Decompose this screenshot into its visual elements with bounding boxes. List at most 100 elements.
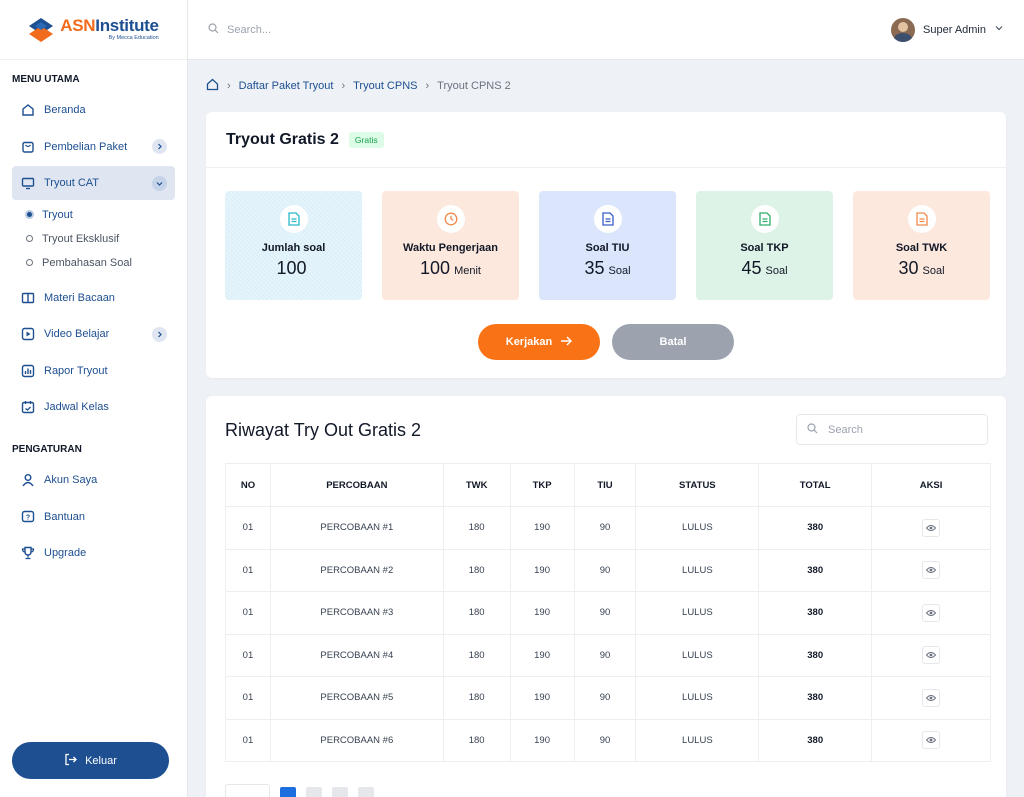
stat-value: 100	[420, 258, 451, 278]
chevron-down-icon[interactable]	[152, 175, 167, 191]
logout-button[interactable]: Keluar	[12, 742, 169, 779]
subitem-tryout-eksklusif[interactable]: Tryout Eksklusif	[12, 227, 175, 251]
cell-no: 01	[225, 718, 271, 762]
help-icon: ?	[20, 509, 36, 525]
stat-unit: Soal	[765, 265, 788, 277]
view-eye-icon[interactable]	[922, 518, 941, 537]
sidebar-item-pembelian-paket[interactable]: Pembelian Paket	[12, 130, 175, 164]
cell-no: 01	[225, 676, 271, 720]
brand-logo-area[interactable]: ASNInstitute By Mecca Education	[0, 0, 187, 60]
cell-tiu: 90	[573, 591, 637, 635]
cell-total: 380	[758, 506, 873, 550]
stat-label: Soal TWK	[895, 242, 948, 254]
asn-logo-icon	[28, 17, 54, 43]
cancel-button[interactable]: Batal	[612, 324, 734, 360]
document-icon	[750, 205, 779, 233]
top-header: Search... Super Admin	[188, 0, 1024, 60]
stat-card-soal-tkp: Soal TKP 45 Soal	[696, 191, 833, 300]
start-tryout-button[interactable]: Kerjakan	[478, 324, 600, 360]
cell-action	[871, 548, 991, 592]
user-menu[interactable]: Super Admin	[891, 17, 1004, 42]
logout-label: Keluar	[85, 754, 117, 767]
subitem-label: Tryout	[42, 208, 73, 221]
cell-attempt: PERCOBAAN #6	[269, 718, 444, 762]
table-row: 01 PERCOBAAN #5 180 190 90 LULUS 380	[225, 676, 991, 720]
sidebar-item-upgrade[interactable]: Upgrade	[12, 536, 175, 570]
column-header: TKP	[509, 463, 575, 507]
cell-tkp: 190	[509, 591, 575, 635]
cell-attempt: PERCOBAAN #1	[269, 506, 444, 550]
breadcrumb-link[interactable]: Daftar Paket Tryout	[238, 80, 334, 92]
cell-status: LULUS	[635, 591, 760, 635]
sidebar-item-beranda[interactable]: Beranda	[12, 93, 175, 127]
header-search-placeholder: Search...	[227, 23, 272, 36]
sidebar-item-akun-saya[interactable]: Akun Saya	[12, 463, 175, 497]
brand-tagline: By Mecca Education	[108, 35, 159, 42]
breadcrumb: › Daftar Paket Tryout › Tryout CPNS › Tr…	[206, 78, 511, 94]
view-eye-icon[interactable]	[922, 561, 941, 580]
subitem-pembahasan-soal[interactable]: Pembahasan Soal	[12, 251, 175, 275]
sidebar-item-tryout-cat[interactable]: Tryout CAT	[12, 166, 175, 200]
cancel-label: Batal	[659, 336, 687, 348]
brand-name: ASNInstitute	[60, 16, 159, 36]
chevron-right-icon[interactable]	[152, 326, 167, 342]
column-header: NO	[225, 463, 271, 507]
sidebar-item-rapor-tryout[interactable]: Rapor Tryout	[12, 354, 175, 388]
page-button[interactable]	[306, 787, 322, 797]
breadcrumb-current: Tryout CPNS 2	[437, 80, 511, 92]
page-button[interactable]	[332, 787, 348, 797]
table-row: 01 PERCOBAAN #4 180 190 90 LULUS 380	[225, 633, 991, 677]
page-button[interactable]	[280, 787, 296, 797]
view-eye-icon[interactable]	[922, 646, 941, 665]
cell-attempt: PERCOBAAN #5	[269, 676, 444, 720]
stat-value: 45	[741, 258, 762, 278]
sidebar-item-label: Video Belajar	[44, 328, 110, 340]
stat-value: 100	[276, 258, 307, 278]
stat-card-soal-twk: Soal TWK 30 Soal	[853, 191, 990, 300]
radio-dot-icon	[26, 235, 33, 242]
logout-icon	[64, 753, 78, 769]
subitem-label: Tryout Eksklusif	[42, 232, 120, 245]
play-icon	[20, 326, 36, 342]
subitem-tryout[interactable]: Tryout	[12, 203, 175, 227]
history-search-input[interactable]: Search	[796, 414, 988, 445]
cell-total: 380	[758, 591, 873, 635]
pagination	[225, 784, 374, 797]
cell-status: LULUS	[635, 718, 760, 762]
cell-status: LULUS	[635, 633, 760, 677]
cell-tiu: 90	[573, 548, 637, 592]
history-table: NO PERCOBAAN TWK TKP TIU STATUS TOTAL AK…	[225, 463, 991, 762]
home-icon[interactable]	[206, 78, 219, 94]
cell-tkp: 190	[509, 548, 575, 592]
sidebar-item-label: Rapor Tryout	[44, 364, 108, 377]
view-eye-icon[interactable]	[922, 688, 941, 707]
svg-text:?: ?	[26, 514, 30, 521]
cell-tiu: 90	[573, 718, 637, 762]
cell-twk: 180	[442, 506, 511, 550]
cell-action	[871, 676, 991, 720]
page-size-select[interactable]	[225, 784, 270, 797]
sidebar-item-video-belajar[interactable]: Video Belajar	[12, 317, 175, 351]
column-header: AKSI	[871, 463, 991, 507]
subitem-label: Pembahasan Soal	[42, 256, 132, 269]
sidebar-item-label: Jadwal Kelas	[44, 401, 109, 413]
page-button[interactable]	[358, 787, 374, 797]
cell-action	[871, 591, 991, 635]
stat-unit: Soal	[922, 265, 945, 277]
column-header: TOTAL	[758, 463, 873, 507]
sidebar-item-bantuan[interactable]: ? Bantuan	[12, 500, 175, 534]
sidebar-item-jadwal-kelas[interactable]: Jadwal Kelas	[12, 390, 175, 424]
radio-dot-icon	[26, 259, 33, 266]
table-row: 01 PERCOBAAN #3 180 190 90 LULUS 380	[225, 591, 991, 635]
breadcrumb-link[interactable]: Tryout CPNS	[353, 80, 418, 92]
cell-status: LULUS	[635, 506, 760, 550]
view-eye-icon[interactable]	[922, 731, 941, 750]
view-eye-icon[interactable]	[922, 603, 941, 622]
header-search[interactable]: Search...	[208, 22, 508, 37]
sidebar-item-materi-bacaan[interactable]: Materi Bacaan	[12, 281, 175, 315]
document-icon	[279, 205, 308, 233]
table-row: 01 PERCOBAAN #1 180 190 90 LULUS 380	[225, 506, 991, 550]
chevron-right-icon: ›	[227, 80, 231, 92]
chevron-right-icon[interactable]	[152, 139, 167, 154]
cell-tkp: 190	[509, 676, 575, 720]
